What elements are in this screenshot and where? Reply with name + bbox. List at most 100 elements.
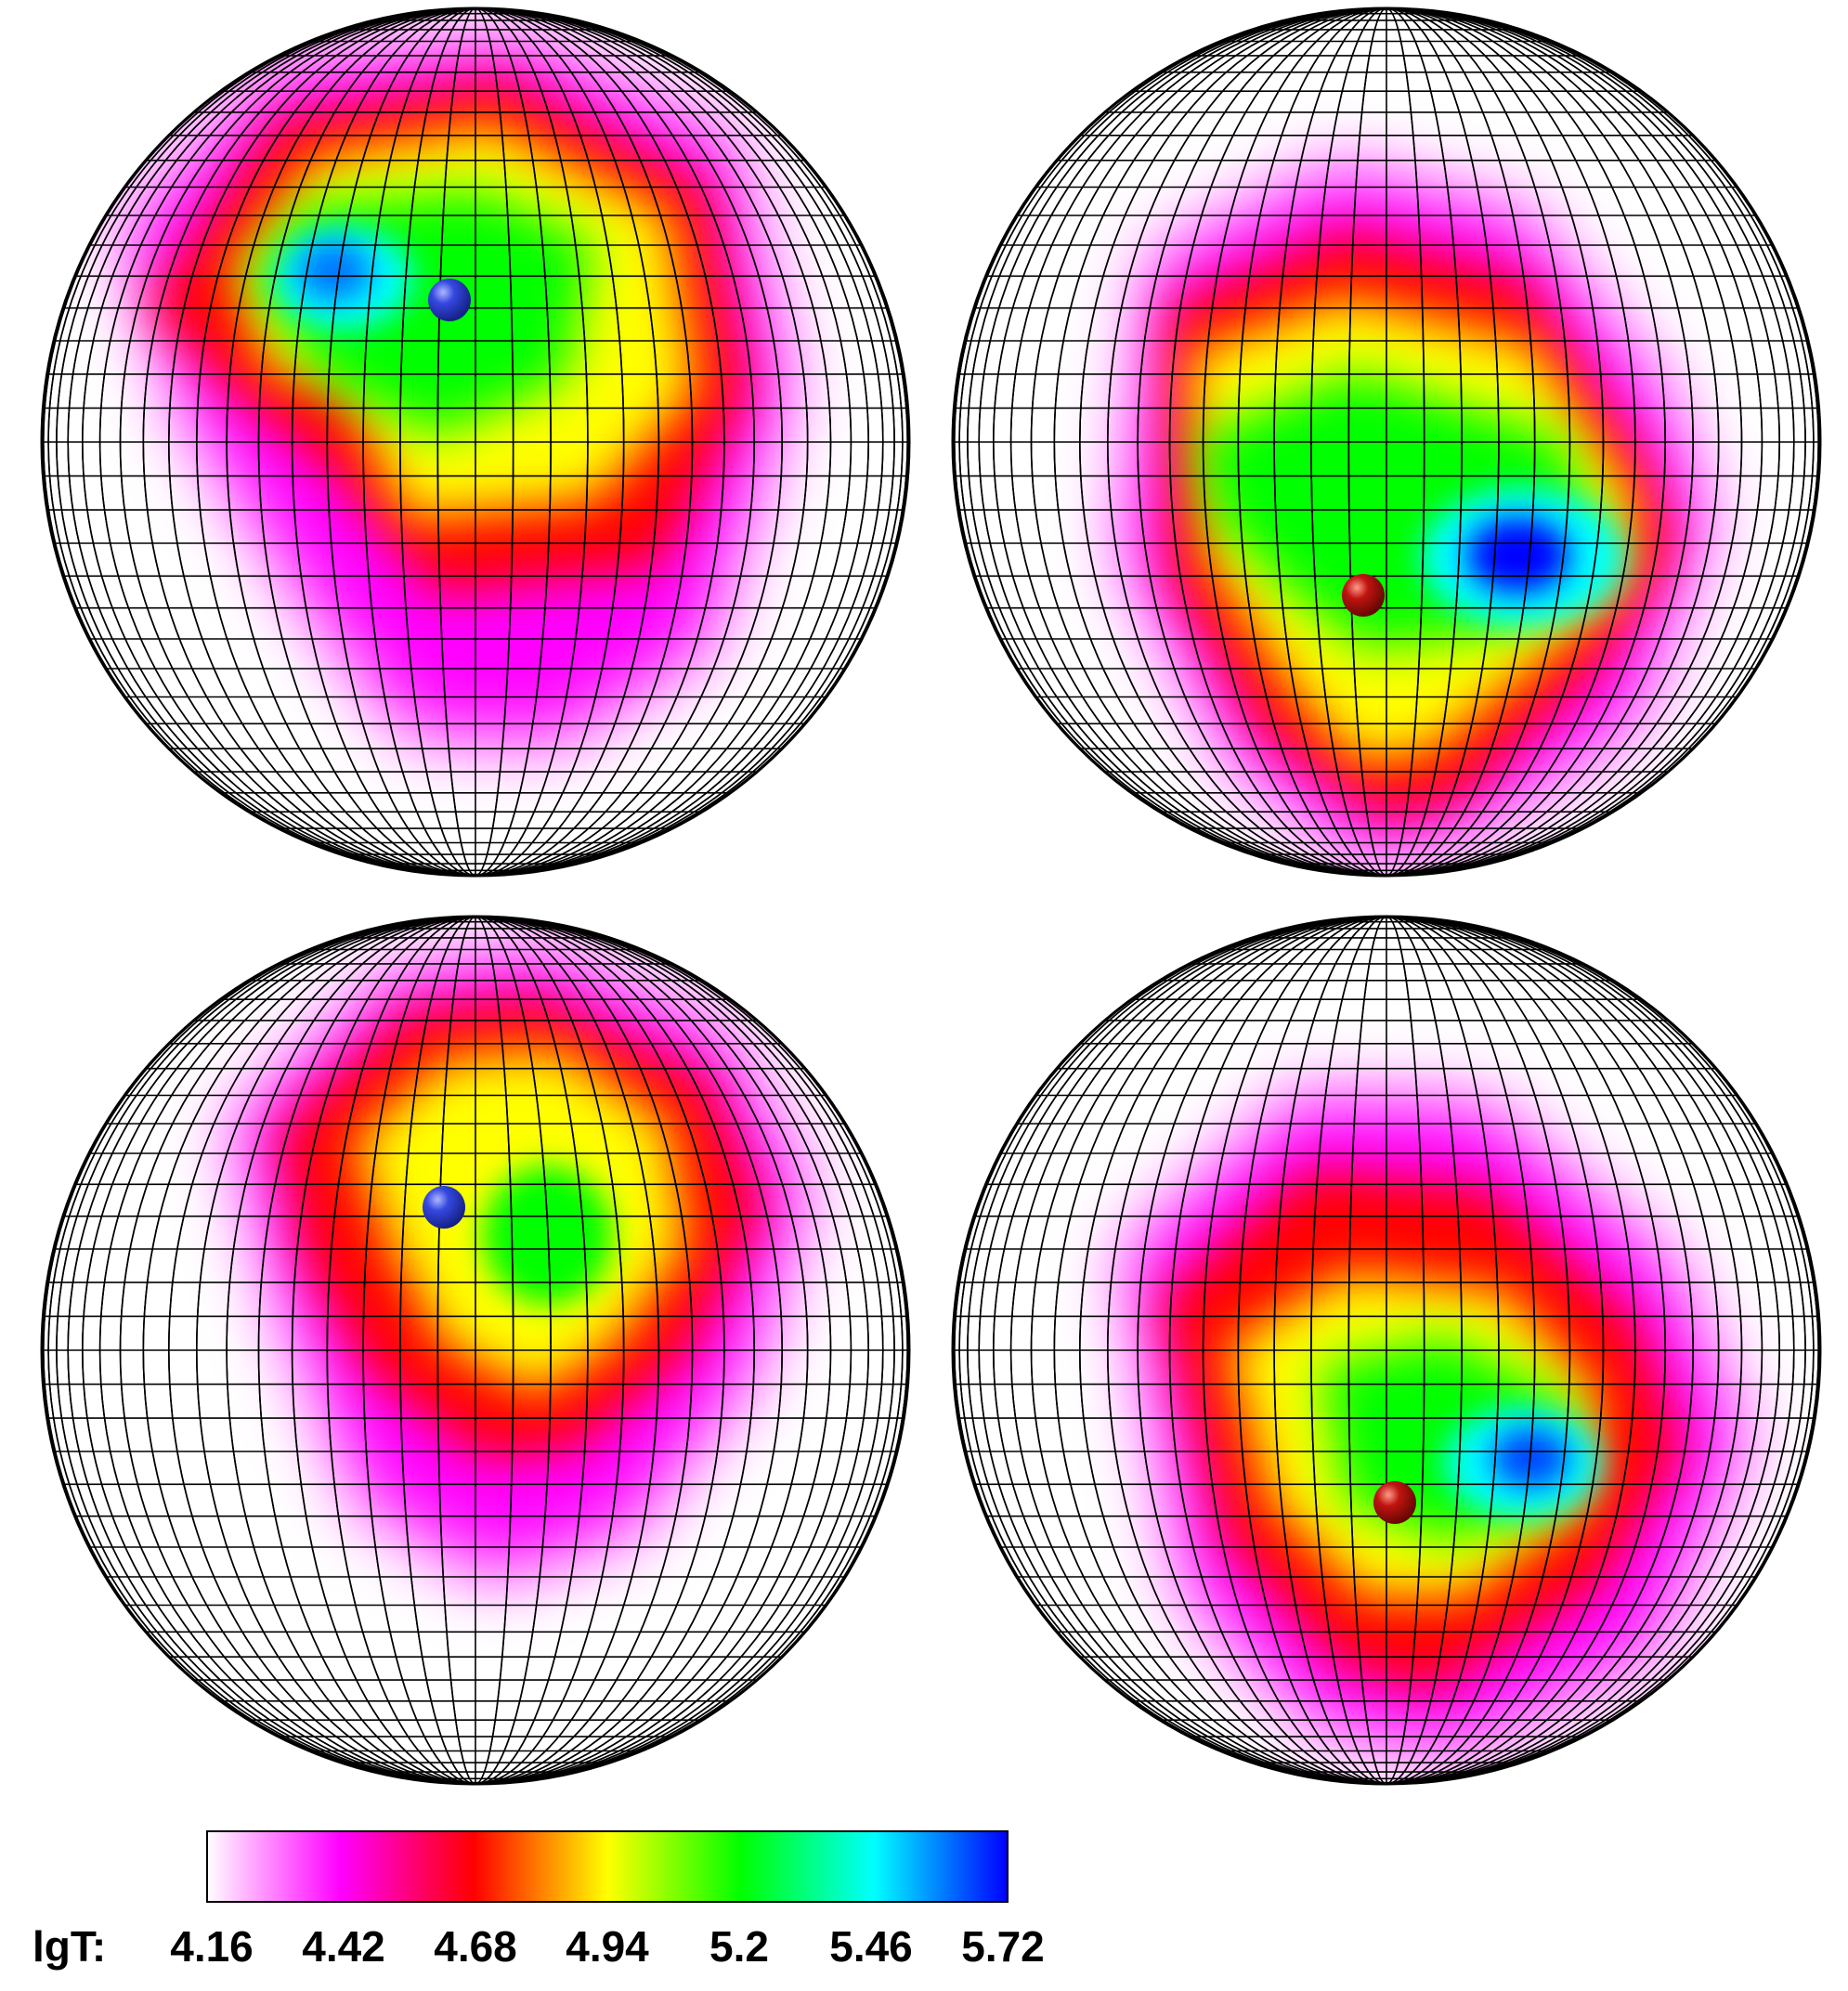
sphere-outline bbox=[40, 7, 911, 878]
lat-lon-grid bbox=[42, 8, 909, 876]
longitude-line bbox=[291, 8, 660, 876]
colorbar-tick-label: 4.42 bbox=[302, 1922, 385, 1971]
longitude-line bbox=[195, 8, 756, 876]
sphere-marker bbox=[423, 1186, 465, 1229]
colorbar-tick-label: 5.72 bbox=[961, 1922, 1045, 1971]
longitude-line bbox=[399, 8, 552, 876]
longitude-line bbox=[967, 8, 1806, 876]
longitude-line bbox=[67, 917, 884, 1784]
longitude-line bbox=[1030, 917, 1743, 1784]
longitude-line bbox=[1168, 8, 1605, 876]
longitude-line bbox=[42, 917, 909, 1784]
sphere-outline bbox=[40, 915, 911, 1786]
longitude-line bbox=[954, 8, 1820, 876]
lat-lon-grid bbox=[953, 8, 1820, 876]
longitude-line bbox=[81, 8, 870, 876]
field-level-6 bbox=[297, 241, 371, 301]
longitude-line bbox=[1273, 917, 1500, 1784]
longitude-line bbox=[226, 8, 725, 876]
longitude-line bbox=[1237, 917, 1536, 1784]
longitude-line bbox=[1347, 8, 1425, 876]
longitude-line bbox=[1137, 917, 1636, 1784]
longitude-line bbox=[362, 917, 589, 1784]
sphere-bottom-left bbox=[40, 915, 911, 1786]
longitude-line bbox=[67, 8, 884, 876]
colorbar-tick-label: 5.46 bbox=[829, 1922, 913, 1971]
longitude-line bbox=[1079, 917, 1695, 1784]
longitude-line bbox=[436, 8, 514, 876]
colorbar: lgT: 4.16 4.42 4.68 4.94 5.2 5.46 5.72 bbox=[33, 1830, 1045, 1971]
longitude-line bbox=[1009, 917, 1763, 1784]
longitude-line bbox=[1009, 8, 1763, 876]
longitude-line bbox=[326, 917, 625, 1784]
longitude-line bbox=[1237, 8, 1536, 876]
longitude-line bbox=[362, 8, 589, 876]
longitude-line bbox=[1107, 917, 1667, 1784]
longitude-line bbox=[954, 917, 1820, 1784]
longitude-line bbox=[226, 917, 725, 1784]
longitude-line bbox=[142, 917, 809, 1784]
longitude-line bbox=[56, 8, 895, 876]
colorbar-tick-label: 5.2 bbox=[709, 1922, 769, 1971]
longitude-line bbox=[958, 917, 1815, 1784]
longitude-line bbox=[1053, 8, 1720, 876]
longitude-line bbox=[195, 917, 756, 1784]
temperature-field bbox=[1124, 1096, 1746, 1755]
longitude-line bbox=[42, 8, 909, 876]
colorbar-tick-labels: 4.16 4.42 4.68 4.94 5.2 5.46 5.72 bbox=[170, 1922, 1045, 1971]
longitude-line bbox=[958, 8, 1815, 876]
longitude-line bbox=[1079, 8, 1695, 876]
longitude-line bbox=[291, 917, 660, 1784]
sphere-outline bbox=[951, 7, 1822, 878]
sphere-top-left bbox=[40, 7, 911, 878]
sphere-outline bbox=[951, 915, 1822, 1786]
field-level-6 bbox=[1467, 518, 1569, 592]
longitude-line bbox=[47, 917, 904, 1784]
temperature-field bbox=[121, 37, 789, 743]
longitude-line bbox=[436, 917, 514, 1784]
colorbar-gradient bbox=[206, 1830, 1009, 1903]
longitude-line bbox=[142, 8, 809, 876]
colorbar-tick-label: 4.68 bbox=[434, 1922, 517, 1971]
longitude-line bbox=[167, 917, 784, 1784]
sphere-marker bbox=[428, 279, 471, 321]
longitude-line bbox=[399, 917, 552, 1784]
lat-lon-grid bbox=[42, 917, 909, 1784]
longitude-line bbox=[993, 8, 1781, 876]
longitude-line bbox=[1168, 917, 1605, 1784]
sphere-top-right bbox=[951, 7, 1822, 878]
lat-lon-grid bbox=[953, 917, 1820, 1784]
longitude-line bbox=[978, 917, 1795, 1784]
longitude-line bbox=[81, 917, 870, 1784]
longitude-line bbox=[1107, 8, 1667, 876]
longitude-line bbox=[1310, 8, 1463, 876]
longitude-line bbox=[1310, 917, 1463, 1784]
longitude-line bbox=[1273, 8, 1500, 876]
longitude-line bbox=[167, 8, 784, 876]
longitude-line bbox=[47, 8, 904, 876]
longitude-line bbox=[257, 917, 694, 1784]
longitude-line bbox=[1137, 8, 1636, 876]
longitude-line bbox=[967, 917, 1806, 1784]
sphere-marker bbox=[1342, 574, 1385, 617]
colorbar-tick-label: 4.16 bbox=[170, 1922, 254, 1971]
longitude-line bbox=[56, 917, 895, 1784]
sphere-marker bbox=[1373, 1481, 1416, 1524]
sphere-bottom-right bbox=[951, 915, 1822, 1786]
longitude-line bbox=[98, 917, 852, 1784]
longitude-line bbox=[993, 917, 1781, 1784]
colorbar-tick-label: 4.94 bbox=[566, 1922, 649, 1971]
longitude-line bbox=[326, 8, 625, 876]
longitude-line bbox=[1053, 917, 1720, 1784]
longitude-line bbox=[1347, 917, 1425, 1784]
longitude-line bbox=[119, 8, 832, 876]
colorbar-label: lgT: bbox=[33, 1922, 106, 1971]
longitude-line bbox=[1202, 917, 1571, 1784]
longitude-line bbox=[98, 8, 852, 876]
longitude-line bbox=[1030, 8, 1743, 876]
longitude-line bbox=[978, 8, 1795, 876]
longitude-line bbox=[257, 8, 694, 876]
longitude-line bbox=[1202, 8, 1571, 876]
longitude-line bbox=[119, 917, 832, 1784]
